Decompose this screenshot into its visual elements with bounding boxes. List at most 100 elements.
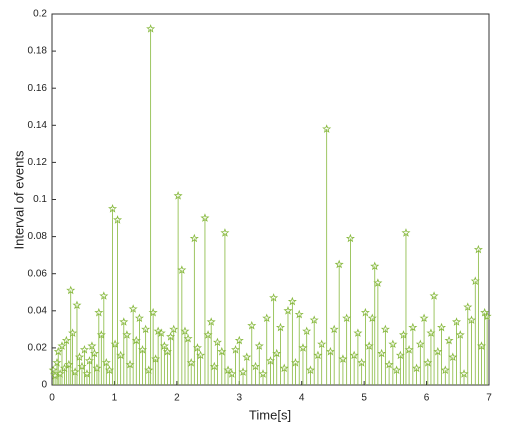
stem-marker: [463, 302, 473, 311]
y-tick-label: 0.2: [33, 9, 47, 20]
x-tick-label: 4: [299, 393, 305, 404]
stem-marker: [433, 346, 443, 356]
stem-marker: [322, 124, 332, 133]
stem-marker: [325, 346, 335, 356]
x-tick-label: 5: [361, 393, 367, 404]
stem-marker: [345, 233, 355, 243]
stem-marker: [231, 345, 241, 354]
stem-marker: [429, 291, 439, 300]
stem-marker: [334, 259, 344, 269]
stem-marker: [408, 322, 418, 332]
x-tick-label: 1: [112, 393, 118, 404]
stem-marker: [238, 367, 248, 376]
stem-marker: [101, 357, 111, 367]
stem-marker: [64, 359, 74, 369]
stem-marker: [234, 335, 244, 345]
stem-marker: [272, 348, 282, 358]
stem-marker: [52, 357, 62, 367]
stem-marker: [242, 352, 252, 362]
stem-marker: [183, 333, 193, 343]
stem-marker: [415, 339, 425, 349]
stem-marker: [275, 322, 285, 332]
plot-frame: [51, 13, 490, 386]
stem-marker: [148, 307, 158, 317]
stem-marker: [68, 328, 78, 337]
stem-marker: [74, 352, 84, 362]
stem-marker: [373, 278, 383, 287]
stem-marker: [166, 332, 176, 341]
stem-marker: [116, 350, 126, 360]
y-tick-label: 0.04: [28, 305, 48, 316]
stem-marker: [329, 324, 339, 334]
stem-marker: [480, 307, 490, 317]
stem-marker: [470, 276, 480, 285]
stem-marker: [223, 365, 233, 374]
stem-marker: [294, 309, 304, 319]
stem-marker: [440, 365, 450, 374]
y-tick-label: 0.08: [28, 231, 48, 242]
stem-marker: [426, 328, 436, 337]
stem-marker: [452, 317, 462, 326]
stem-marker: [146, 24, 156, 33]
stem-marker: [482, 311, 492, 321]
stem-marker: [70, 367, 80, 376]
stem-marker: [395, 350, 405, 360]
y-tick-label: 0.12: [28, 157, 48, 168]
stem-marker: [412, 363, 422, 373]
stem-marker: [87, 341, 97, 350]
x-tick-label: 2: [174, 393, 180, 404]
y-tick-label: 0.18: [28, 46, 48, 57]
stem-marker: [203, 330, 213, 339]
stem-marker: [169, 324, 179, 334]
stem-marker: [159, 341, 169, 350]
stem-marker: [364, 341, 374, 350]
stem-marker: [388, 339, 398, 349]
x-axis-title: Time[s]: [249, 407, 291, 422]
stem-marker: [162, 346, 173, 356]
stem-marker: [104, 365, 114, 374]
stem-marker: [262, 313, 272, 323]
stem-marker: [459, 369, 469, 378]
stem-marker: [141, 324, 151, 334]
stem-marker: [455, 330, 465, 339]
stem-marker: [156, 328, 166, 337]
x-tick-label: 3: [237, 393, 243, 404]
stem-marker: [92, 363, 102, 373]
stem-marker: [254, 341, 264, 350]
stem-marker: [401, 228, 411, 237]
stem-marker: [305, 365, 315, 374]
stem-marker: [108, 204, 118, 213]
x-tick-label: 0: [49, 393, 55, 404]
stem-marker: [125, 359, 135, 369]
stem-marker: [53, 346, 63, 356]
stem-marker: [206, 317, 216, 326]
stem-marker: [144, 365, 154, 374]
stem-marker: [357, 357, 367, 367]
y-tick-label: 0.16: [28, 83, 48, 94]
stem-marker: [309, 315, 319, 324]
stem-marker: [251, 361, 261, 371]
y-tick-label: 0: [41, 380, 47, 391]
stem-marker: [283, 306, 293, 315]
stem-marker: [298, 343, 308, 352]
stem-marker: [227, 369, 237, 378]
stem-marker: [200, 213, 210, 222]
stem-marker: [192, 343, 202, 352]
stem-marker: [380, 324, 390, 334]
y-axis-title: Interval of events: [11, 150, 26, 249]
stem-marker: [220, 228, 230, 237]
stem-marker: [134, 313, 144, 323]
stem-marker: [302, 326, 312, 336]
stem-marker: [265, 356, 276, 365]
stem-marker: [384, 359, 394, 369]
stem-marker: [317, 339, 327, 349]
stem-marker: [290, 357, 300, 367]
stem-marker: [89, 348, 99, 358]
stem-marker: [186, 357, 196, 367]
stem-marker: [338, 354, 348, 363]
stem-marker: [258, 369, 268, 378]
stem-marker: [99, 291, 109, 300]
stem-marker: [79, 345, 89, 354]
x-tick-label: 6: [424, 393, 430, 404]
stem-marker: [377, 348, 387, 358]
